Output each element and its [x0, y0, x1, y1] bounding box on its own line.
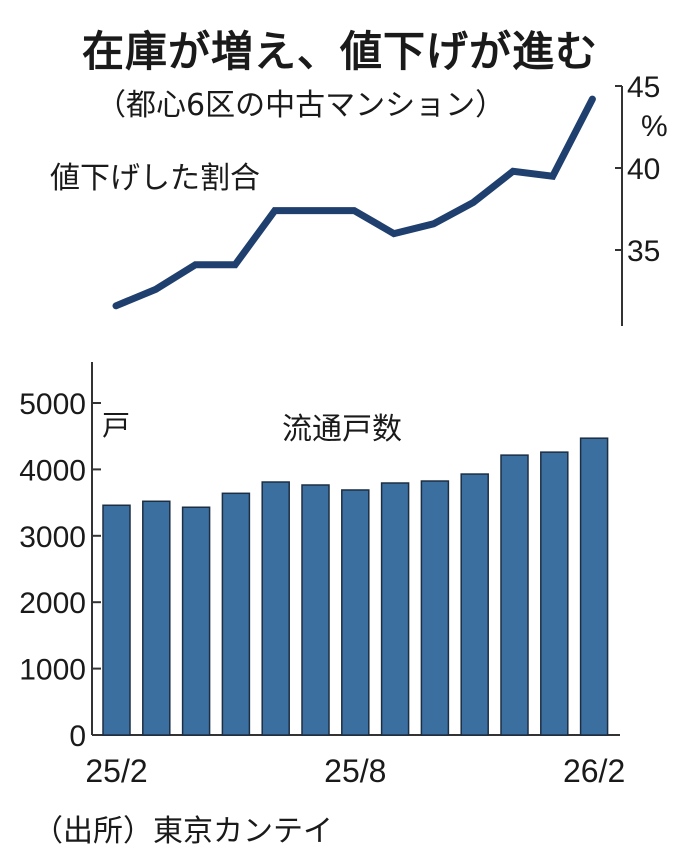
y-tick-label: 0 [69, 720, 86, 753]
chart-title: 在庫が増え、値下げが進む [81, 27, 598, 76]
chart-subtitle: （都心6区の中古マンション） [96, 88, 506, 123]
bar-chart-plot [102, 437, 609, 736]
bar-unit-label: 戸 [102, 409, 131, 442]
bar [460, 473, 489, 736]
bar [261, 481, 290, 736]
x-tick-label: 25/2 [85, 753, 147, 789]
bar [540, 451, 569, 736]
y-tick-label: 4000 [19, 454, 86, 487]
y-tick-label: 2000 [19, 587, 86, 620]
bar [420, 480, 450, 736]
x-tick-label: 25/8 [324, 753, 386, 789]
source-note: （出所）東京カンテイ [33, 814, 333, 849]
line-series-label: 値下げした割合 [50, 161, 260, 196]
bar [142, 500, 171, 736]
bar [102, 504, 131, 736]
bar [301, 484, 330, 736]
y-tick-label: 40 [627, 153, 660, 186]
bar [221, 492, 251, 736]
y-tick-label: 5000 [19, 388, 86, 421]
bar [579, 437, 609, 736]
y-tick-label: 35 [627, 235, 660, 268]
y-tick-label: 45 [627, 71, 660, 104]
bar-series-label: 流通戸数 [282, 412, 402, 447]
y-tick-label: 3000 [19, 521, 86, 554]
bar [341, 489, 370, 736]
y-unit-label: % [641, 110, 668, 143]
y-tick-label: 1000 [19, 654, 86, 687]
bar [181, 506, 211, 736]
bar-chart-axes: 0 1000 2000 3000 4000 5000 25/2 25/8 26/2 [19, 362, 625, 789]
line-series [112, 95, 596, 310]
line-chart-right-axis: 35 40 45% [615, 71, 668, 326]
line-chart-plot [112, 95, 596, 310]
x-tick-label: 26/2 [563, 753, 625, 789]
bar [500, 454, 529, 736]
bar [380, 482, 410, 736]
